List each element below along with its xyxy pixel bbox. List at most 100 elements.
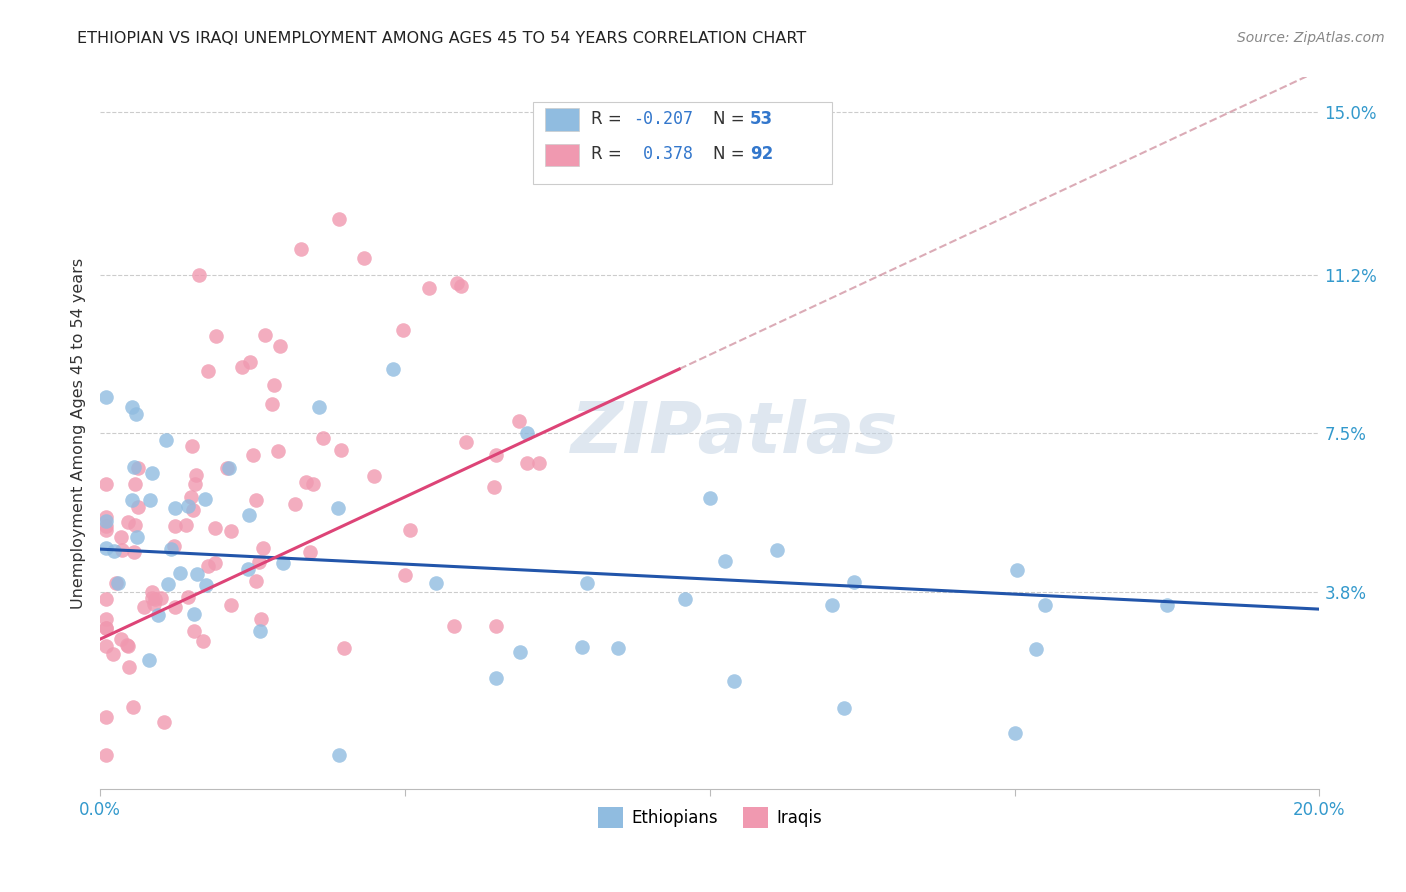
Point <box>103 544 125 558</box>
Point <box>96 621 118 635</box>
Point <box>122 700 145 714</box>
Point <box>104 575 127 590</box>
Point <box>157 576 180 591</box>
Point <box>328 747 350 762</box>
Point <box>516 426 538 441</box>
Point <box>125 408 148 422</box>
Point <box>673 592 696 607</box>
Text: N =: N = <box>713 110 745 128</box>
Point <box>122 545 145 559</box>
Point <box>194 491 217 506</box>
Point <box>110 529 132 543</box>
Point <box>184 468 207 483</box>
Point <box>163 539 186 553</box>
Point <box>127 460 149 475</box>
Point <box>239 355 262 369</box>
Point <box>96 523 118 537</box>
Point <box>180 439 202 453</box>
Point <box>1156 598 1178 612</box>
Text: 53: 53 <box>749 110 773 128</box>
Point <box>527 456 550 470</box>
Point <box>176 500 198 514</box>
Point <box>183 624 205 639</box>
Point <box>122 460 145 475</box>
Point <box>1025 641 1047 656</box>
Point <box>247 555 270 569</box>
Point <box>186 566 208 581</box>
Point <box>121 401 143 415</box>
Point <box>1005 563 1028 577</box>
Point <box>713 554 735 568</box>
Bar <box>546 108 579 131</box>
Point <box>121 492 143 507</box>
Point <box>96 519 118 533</box>
Point <box>485 448 508 462</box>
Point <box>124 477 146 491</box>
Point <box>446 276 468 290</box>
Point <box>454 434 477 449</box>
Point <box>326 500 349 515</box>
Point <box>295 475 318 489</box>
Point <box>163 519 186 533</box>
Text: 92: 92 <box>749 145 773 163</box>
Text: ETHIOPIAN VS IRAQI UNEMPLOYMENT AMONG AGES 45 TO 54 YEARS CORRELATION CHART: ETHIOPIAN VS IRAQI UNEMPLOYMENT AMONG AG… <box>77 31 807 46</box>
Point <box>159 541 181 556</box>
Point <box>607 640 630 655</box>
Point <box>301 476 323 491</box>
Point <box>191 634 214 648</box>
Point <box>723 674 745 689</box>
Point <box>153 714 176 729</box>
Point <box>127 500 149 515</box>
Point <box>117 516 139 530</box>
Point <box>298 544 321 558</box>
Point <box>110 632 132 646</box>
Point <box>308 400 330 414</box>
Point <box>333 640 356 655</box>
Point <box>418 281 440 295</box>
Point <box>219 598 242 612</box>
Point <box>184 476 207 491</box>
Text: -0.207: -0.207 <box>633 110 693 128</box>
Point <box>219 524 242 538</box>
Point <box>143 592 166 607</box>
Point <box>96 541 118 555</box>
Point <box>194 578 217 592</box>
Point <box>699 491 721 505</box>
Point <box>353 252 375 266</box>
Point <box>177 591 200 605</box>
Point <box>163 501 186 516</box>
Point <box>169 566 191 580</box>
Point <box>1033 598 1056 612</box>
Point <box>236 562 259 576</box>
Point <box>576 575 599 590</box>
Point <box>125 530 148 544</box>
Point <box>394 567 416 582</box>
Point <box>124 517 146 532</box>
Point <box>218 460 240 475</box>
Point <box>96 477 118 491</box>
Point <box>101 647 124 661</box>
Point <box>107 576 129 591</box>
Point <box>141 591 163 605</box>
Point <box>425 575 447 590</box>
Point <box>111 542 134 557</box>
Point <box>197 559 219 574</box>
Point <box>96 621 118 635</box>
Point <box>509 644 531 658</box>
Point <box>141 466 163 480</box>
Point <box>842 575 865 590</box>
Point <box>187 268 209 283</box>
Point <box>180 490 202 504</box>
Point <box>217 461 239 475</box>
Point <box>141 584 163 599</box>
Point <box>118 659 141 673</box>
Point <box>263 378 285 392</box>
Point <box>245 493 267 508</box>
Point <box>245 574 267 589</box>
Point <box>96 639 118 653</box>
Point <box>834 700 856 714</box>
Point <box>330 443 353 458</box>
Point <box>271 556 294 570</box>
Point <box>766 543 789 558</box>
Text: Source: ZipAtlas.com: Source: ZipAtlas.com <box>1237 31 1385 45</box>
